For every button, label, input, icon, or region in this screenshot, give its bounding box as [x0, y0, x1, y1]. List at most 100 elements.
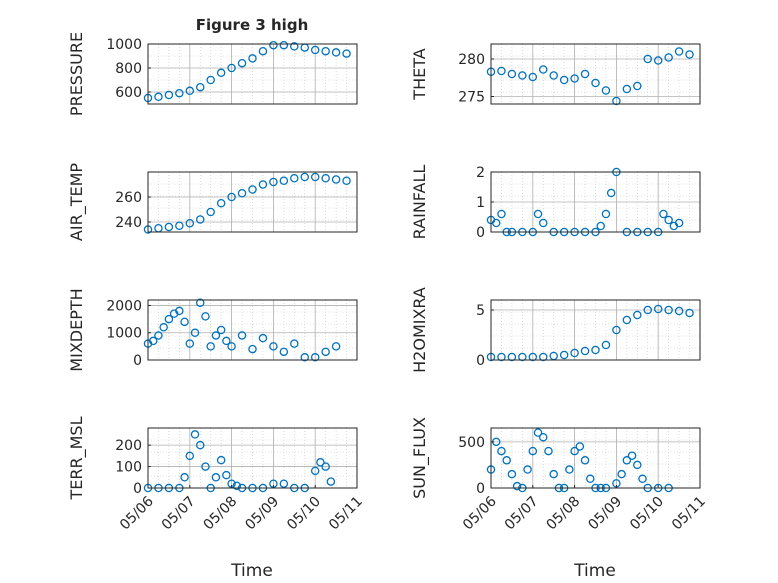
- axes-box: [147, 171, 358, 233]
- y-tick-label: 0: [476, 481, 485, 497]
- data-point: [539, 65, 548, 74]
- y-axis-label: MIXDEPTH: [67, 288, 86, 371]
- panel-theta: 275 280 THETA: [410, 43, 701, 106]
- data-point: [549, 469, 558, 479]
- data-point: [248, 185, 257, 194]
- y-tick-label: 100: [115, 460, 142, 476]
- data-point: [195, 298, 205, 307]
- panel-rainfall: 0 1 2 RAINFALL: [410, 165, 701, 241]
- data-point: [612, 96, 621, 106]
- axes-box: [147, 299, 358, 361]
- data-point: [279, 40, 289, 50]
- data-point: [549, 71, 558, 80]
- data-point: [310, 45, 320, 55]
- data-point: [222, 336, 231, 346]
- y-tick-label: 275: [458, 90, 485, 106]
- data-point: [342, 49, 351, 58]
- y-tick-label: 260: [115, 190, 142, 206]
- data-point: [596, 221, 605, 231]
- y-tick-label: 0: [476, 353, 485, 369]
- data-point: [310, 466, 320, 476]
- data-point: [331, 175, 341, 184]
- data-point: [258, 46, 268, 56]
- data-point: [227, 63, 236, 73]
- data-point: [237, 58, 247, 68]
- data-point: [310, 353, 320, 362]
- data-point: [175, 221, 184, 230]
- data-point: [279, 479, 289, 488]
- data-point: [685, 50, 694, 59]
- data-point: [232, 481, 242, 491]
- data-point: [195, 440, 205, 450]
- data-point: [627, 451, 637, 460]
- data-point: [507, 352, 517, 362]
- data-point: [185, 339, 195, 348]
- data-point: [211, 473, 221, 482]
- data-point: [497, 66, 506, 76]
- data-point: [674, 306, 684, 316]
- y-tick-label: 1000: [106, 37, 142, 53]
- data-point: [580, 69, 590, 79]
- data-point: [653, 304, 663, 314]
- y-tick-label: 1: [476, 195, 485, 211]
- data-point: [321, 173, 330, 183]
- data-point: [237, 331, 247, 340]
- data-point: [664, 53, 673, 62]
- data-point: [497, 352, 506, 362]
- data-point: [248, 344, 257, 354]
- data-series: [143, 172, 351, 234]
- data-point: [586, 474, 595, 484]
- data-point: [310, 172, 320, 182]
- data-point: [222, 470, 231, 480]
- y-tick-label: 1000: [106, 326, 142, 342]
- y-tick-label: 600: [115, 85, 142, 101]
- data-point: [206, 75, 215, 85]
- data-point: [279, 176, 289, 185]
- data-point: [580, 346, 590, 356]
- data-point: [512, 481, 522, 491]
- data-point: [539, 218, 548, 228]
- data-point: [580, 456, 590, 465]
- data-point: [269, 40, 278, 50]
- data-point: [326, 477, 336, 486]
- data-point: [148, 336, 158, 346]
- y-tick-label: 280: [458, 52, 485, 68]
- data-point: [201, 462, 210, 471]
- data-point: [559, 350, 569, 360]
- data-point: [539, 352, 548, 362]
- data-point: [180, 317, 189, 327]
- data-point: [622, 456, 632, 465]
- y-tick-label: 800: [115, 61, 142, 77]
- data-point: [570, 74, 579, 83]
- data-point: [342, 176, 351, 185]
- data-point: [685, 308, 694, 318]
- data-point: [612, 325, 621, 335]
- data-point: [185, 218, 195, 228]
- data-point: [190, 328, 200, 337]
- data-point: [601, 209, 611, 219]
- panel-air-temp: 240 260 AIR_TEMP: [67, 163, 358, 241]
- y-tick-label: 500: [458, 435, 485, 451]
- data-point: [664, 305, 673, 315]
- data-point: [591, 78, 600, 88]
- axes-box: [147, 43, 358, 105]
- data-point: [164, 90, 174, 100]
- data-point: [518, 352, 527, 362]
- data-point: [570, 446, 579, 456]
- data-point: [528, 72, 538, 82]
- data-point: [237, 188, 247, 198]
- data-point: [575, 442, 585, 451]
- y-tick-label: 0: [133, 353, 142, 369]
- axes-box: [490, 427, 701, 489]
- data-point: [316, 458, 325, 467]
- data-point: [331, 48, 341, 57]
- data-point: [300, 172, 309, 182]
- data-point: [528, 446, 538, 456]
- data-point: [321, 347, 330, 357]
- y-axis-label: TERR_MSL: [67, 416, 87, 500]
- data-point: [216, 198, 226, 208]
- x-axis-label-left: Time: [230, 561, 273, 581]
- data-point: [164, 222, 174, 232]
- y-axis-label: H2OMIXRA: [410, 287, 429, 373]
